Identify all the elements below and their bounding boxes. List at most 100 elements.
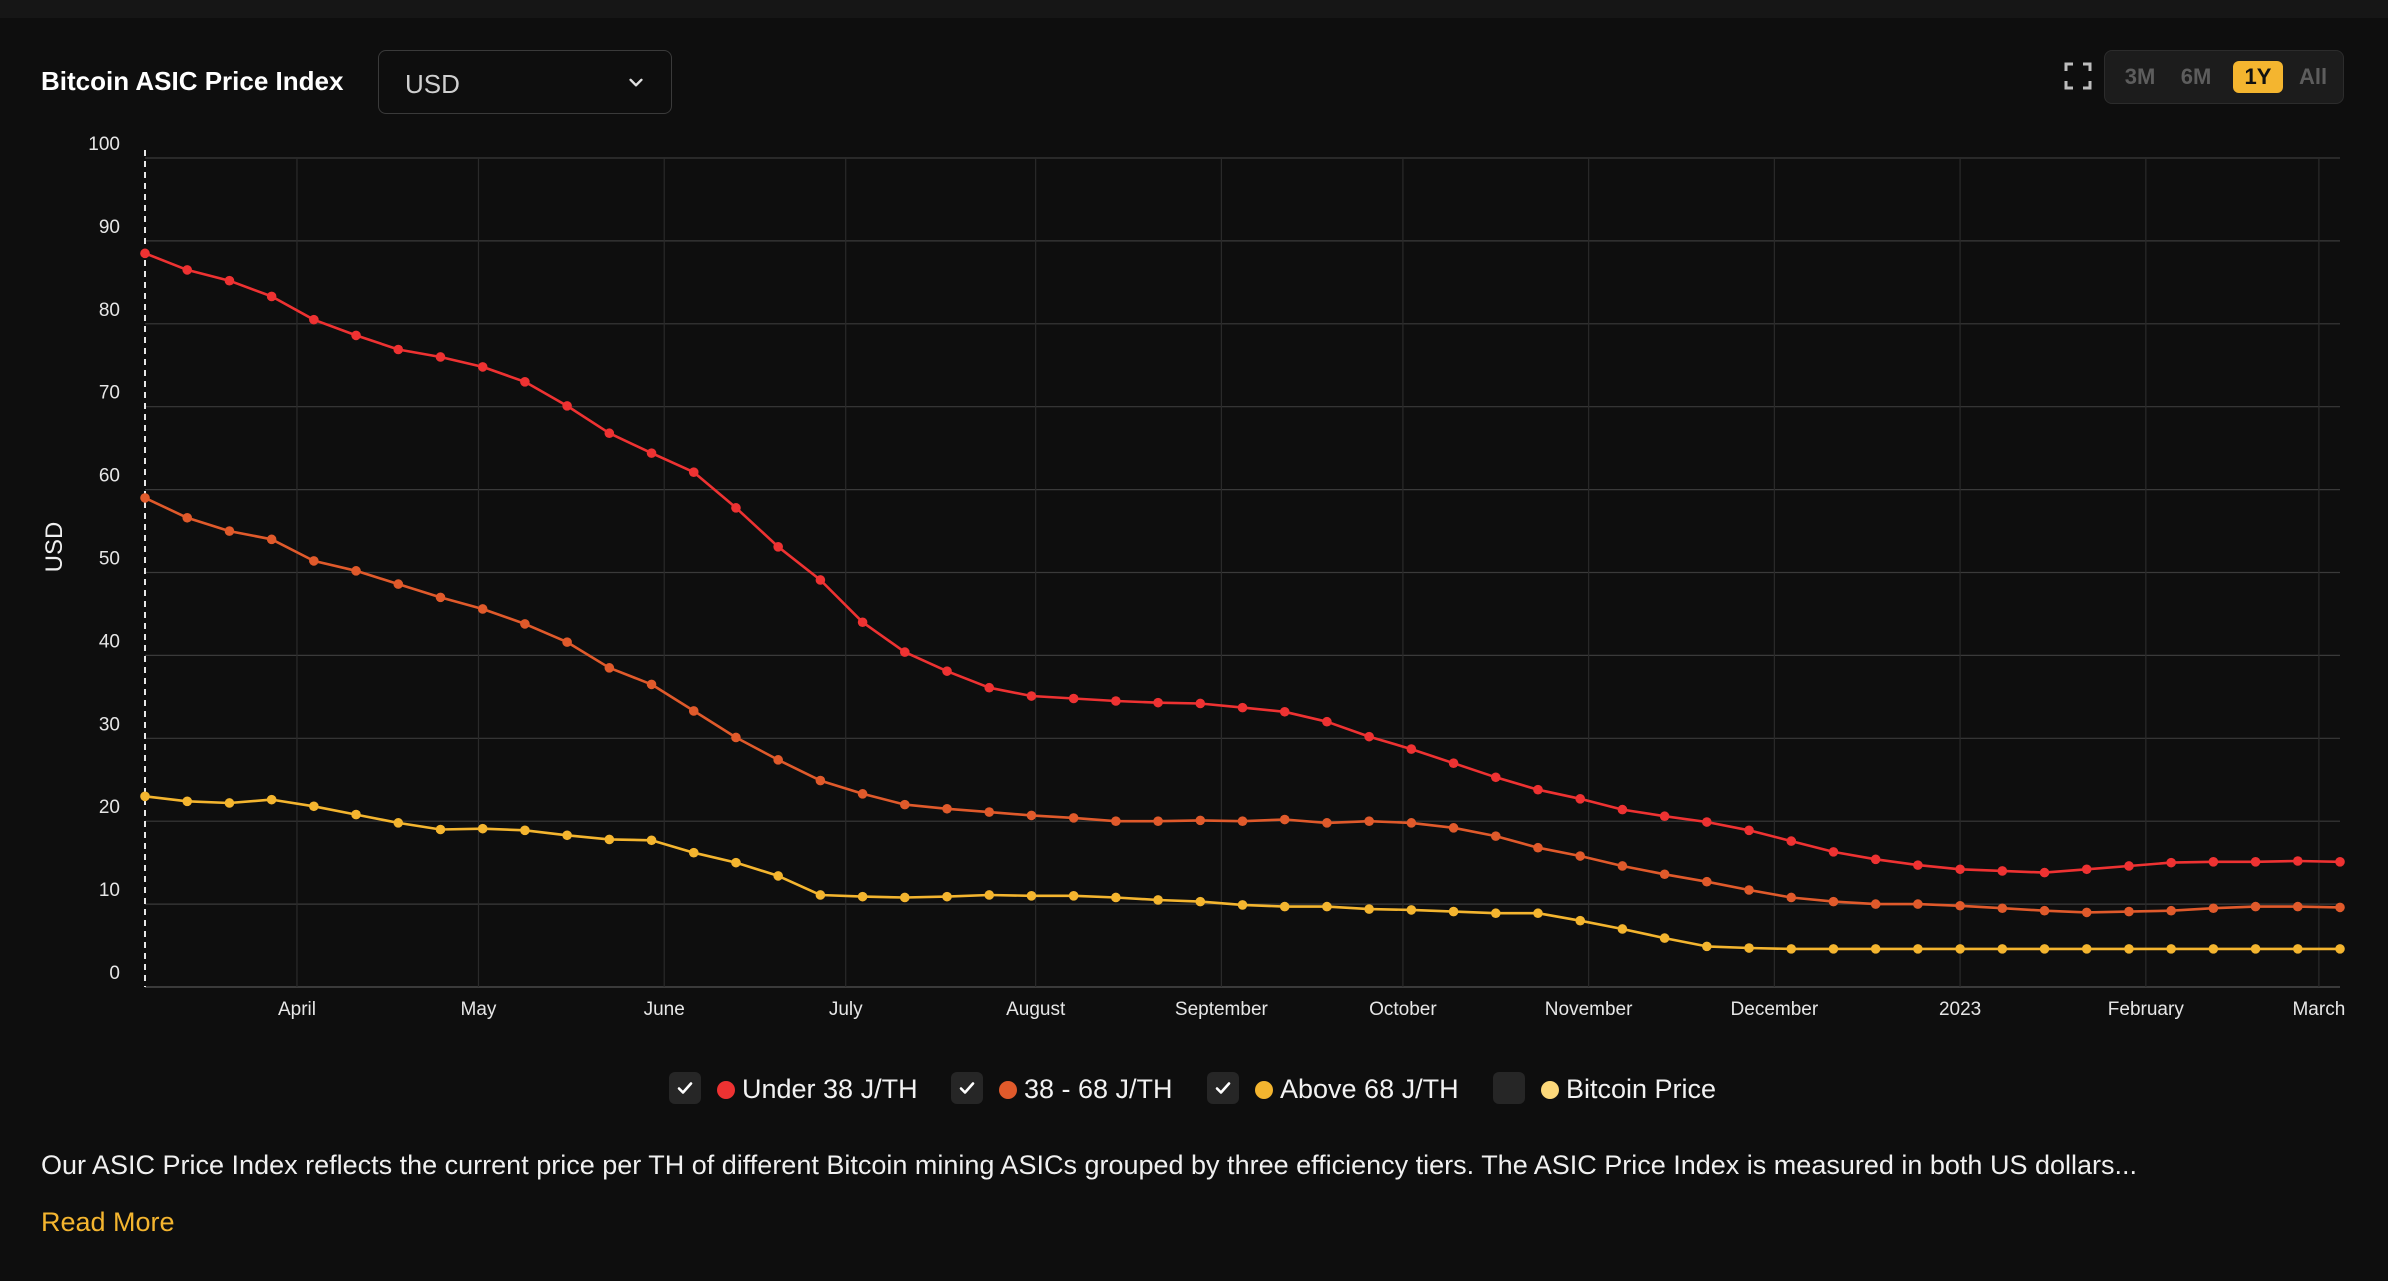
- data-point: [1364, 904, 1374, 914]
- data-point: [1575, 915, 1585, 926]
- data-point: [1702, 817, 1712, 827]
- data-point: [1153, 816, 1163, 826]
- page-title: Bitcoin ASIC Price Index: [41, 66, 344, 96]
- legend-checkbox[interactable]: [669, 1072, 701, 1104]
- legend-item-above-68[interactable]: Above 68 J/TH: [1207, 1070, 1467, 1110]
- legend-checkbox[interactable]: [951, 1072, 983, 1104]
- check-icon: [677, 1082, 693, 1094]
- data-point: [1786, 836, 1797, 846]
- legend-item-38-68[interactable]: 38 - 68 J/TH: [951, 1070, 1201, 1110]
- x-tick-label: December: [1731, 999, 1819, 1020]
- data-point: [182, 265, 193, 275]
- data-point: [477, 823, 488, 834]
- read-more-link[interactable]: Read More: [41, 1207, 175, 1237]
- fullscreen-icon[interactable]: [2064, 62, 2092, 90]
- x-tick-label: July: [829, 999, 863, 1020]
- legend-checkbox[interactable]: [1207, 1072, 1239, 1104]
- x-tick-label: August: [1006, 999, 1066, 1020]
- data-point: [1533, 784, 1543, 795]
- data-point: [1279, 706, 1290, 717]
- data-point: [1955, 900, 1965, 911]
- data-point: [2166, 857, 2176, 868]
- data-point: [2124, 944, 2134, 954]
- y-axis-label: USD: [41, 522, 68, 573]
- data-point: [646, 448, 657, 458]
- data-point: [1913, 899, 1923, 909]
- data-point: [857, 891, 868, 902]
- data-point: [646, 835, 657, 846]
- data-point: [731, 503, 741, 513]
- data-point: [1828, 847, 1839, 857]
- data-point: [309, 801, 319, 812]
- data-point: [351, 566, 361, 576]
- data-point: [2335, 902, 2345, 913]
- data-point: [1406, 905, 1417, 915]
- range-all-button[interactable]: All: [2298, 64, 2328, 89]
- y-tick-label: 70: [99, 383, 120, 404]
- data-point: [2335, 857, 2345, 867]
- y-tick-label: 0: [109, 963, 120, 984]
- y-tick-label: 10: [99, 880, 120, 901]
- series-line-0: [144, 252, 2341, 874]
- data-point: [2124, 861, 2134, 871]
- data-point: [1448, 906, 1459, 917]
- data-point: [1997, 944, 2008, 954]
- data-point: [2081, 944, 2092, 954]
- data-point: [351, 809, 361, 820]
- data-point: [562, 401, 572, 411]
- data-point: [309, 556, 319, 566]
- data-point: [140, 493, 150, 503]
- data-point: [984, 890, 995, 900]
- legend-item-under-38[interactable]: Under 38 J/TH: [669, 1070, 929, 1110]
- data-point: [1322, 716, 1332, 727]
- data-point: [224, 798, 235, 808]
- data-point: [435, 352, 446, 362]
- data-point: [309, 314, 319, 325]
- y-tick-label: 40: [99, 631, 120, 652]
- legend-label: Bitcoin Price: [1566, 1074, 1717, 1104]
- legend-checkbox[interactable]: [1493, 1072, 1525, 1104]
- legend-label: Above 68 J/TH: [1280, 1074, 1459, 1104]
- range-1y-button[interactable]: 1Y: [2233, 61, 2283, 93]
- data-point: [2039, 944, 2050, 954]
- currency-select[interactable]: USD: [378, 50, 672, 114]
- data-point: [1617, 924, 1628, 934]
- data-point: [393, 579, 404, 589]
- currency-select-value: USD: [405, 69, 460, 99]
- data-point: [351, 330, 361, 341]
- range-6m-button[interactable]: 6M: [2180, 64, 2212, 89]
- data-point: [2250, 857, 2261, 867]
- legend-item-bitcoin-price[interactable]: Bitcoin Price: [1493, 1070, 1753, 1110]
- data-point: [1659, 811, 1670, 822]
- y-tick-label: 20: [99, 797, 120, 818]
- data-point: [1744, 825, 1754, 836]
- data-point: [1195, 815, 1206, 826]
- data-point: [1364, 816, 1374, 826]
- data-point: [688, 847, 699, 858]
- data-point: [1026, 891, 1037, 901]
- data-point: [224, 275, 235, 286]
- data-point: [1068, 693, 1079, 704]
- y-tick-label: 90: [99, 217, 120, 238]
- data-point: [1828, 944, 1839, 954]
- data-point: [1195, 698, 1206, 709]
- range-3m-button[interactable]: 3M: [2124, 64, 2156, 89]
- data-point: [1702, 941, 1712, 952]
- data-point: [520, 825, 530, 836]
- x-tick-label: September: [1175, 999, 1269, 1020]
- x-tick-label: 2023: [1939, 999, 1981, 1020]
- data-point: [1913, 944, 1923, 954]
- data-point: [1111, 816, 1121, 826]
- price-index-chart: 0 10 20 30 40 50 60 70 80 90 100 April May June July Au…: [41, 134, 2345, 1020]
- data-point: [2166, 905, 2176, 916]
- data-point: [1617, 804, 1628, 815]
- data-point: [773, 755, 783, 765]
- data-point: [2250, 944, 2261, 954]
- data-point: [1786, 892, 1797, 903]
- data-point: [2208, 857, 2219, 867]
- data-point: [224, 526, 235, 536]
- data-point: [1279, 814, 1290, 825]
- data-point: [266, 291, 277, 302]
- data-point: [773, 542, 783, 552]
- data-point: [266, 534, 277, 545]
